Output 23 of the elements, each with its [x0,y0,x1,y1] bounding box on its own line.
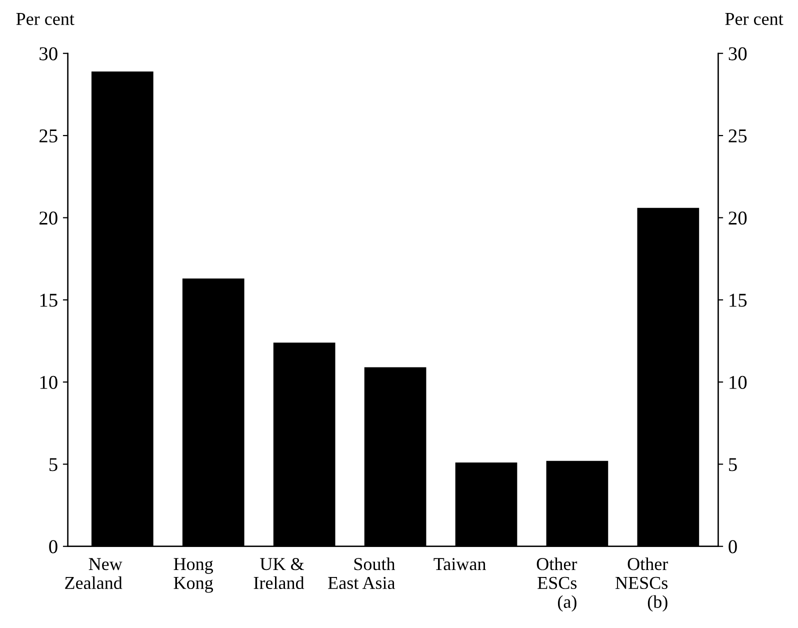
y-tick-label: 5 [50,458,58,472]
y-tick-label: 10 [40,376,58,389]
y2-tick-label: 20 [728,212,747,225]
y-tick-label: 20 [40,212,58,225]
y2-tick-label: 5 [729,458,737,472]
y2-tick-label: 0 [728,540,737,554]
x-tick-label: Hong Kong [174,558,214,593]
y2-axis-title: Per cent [725,13,784,26]
y2-tick-label: 15 [730,294,747,307]
y-tick-label: 25 [40,129,58,142]
x-tick-label: UK & Ireland [254,558,304,590]
x-tick-label: Other ESCs (a) [536,557,578,612]
y2-tick-label: 30 [728,47,747,60]
y2-tick-label: 25 [728,129,747,142]
x-tick-label: Other NESCs (b) [616,557,668,612]
y-axis-title: Per cent [16,13,74,26]
y-tick-label: 15 [40,294,58,307]
x-tick-label: New Zealand [65,558,122,590]
y-tick-label: 0 [49,540,58,554]
x-tick-label: Taiwan [434,558,486,570]
y-tick-label: 30 [40,47,58,60]
y2-tick-label: 10 [730,376,747,389]
x-tick-label: South East Asia [328,557,396,590]
